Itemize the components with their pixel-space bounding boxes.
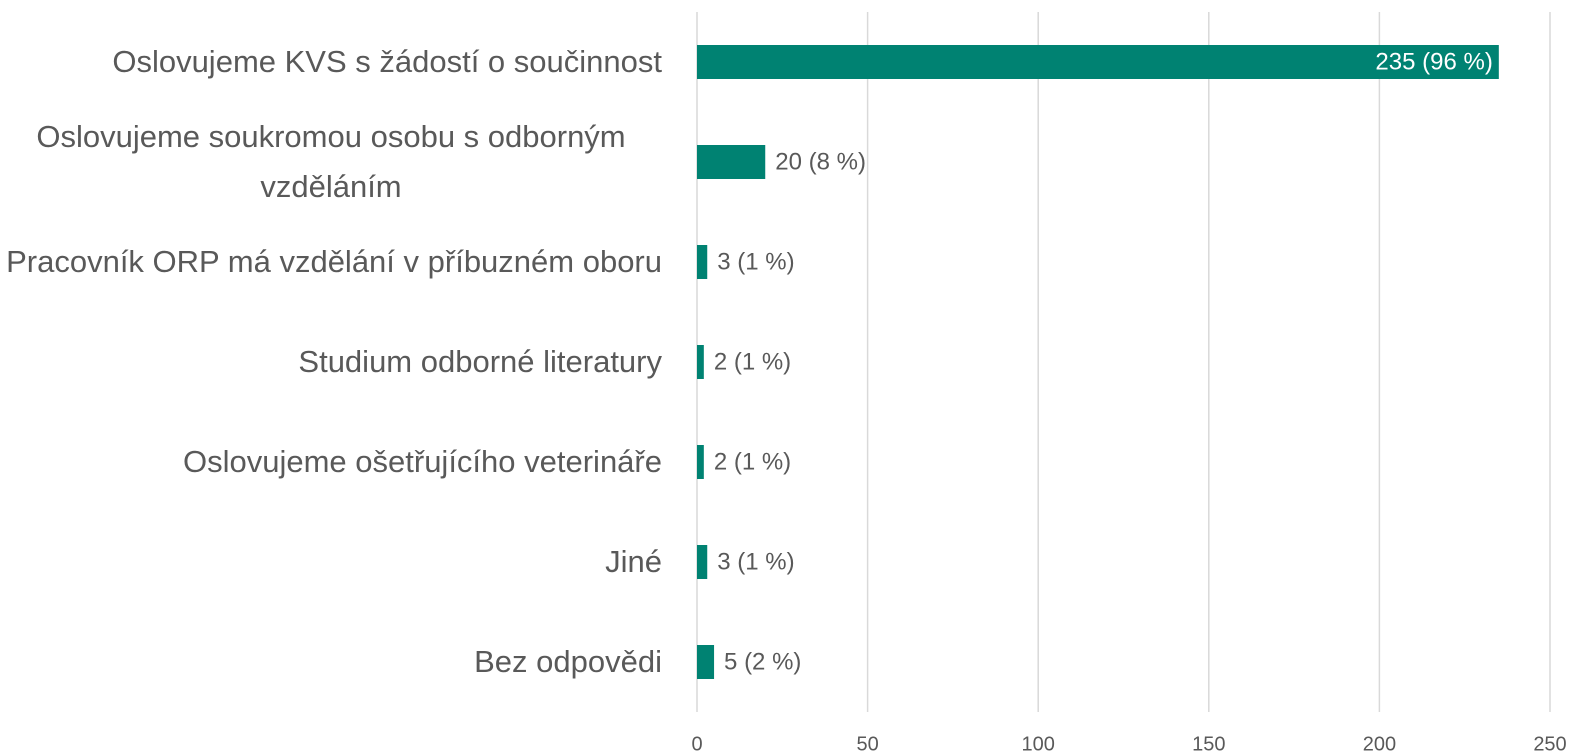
- y-tick-label: Oslovujeme soukromou osobu s odborným vz…: [36, 119, 626, 204]
- data-label: 3 (1 %): [717, 248, 794, 275]
- y-tick-label: Oslovujeme ošetřujícího veterináře: [182, 444, 662, 479]
- y-tick-label: Studium odborné literatury: [298, 344, 662, 379]
- category-label-box: Bez odpovědi: [0, 612, 662, 712]
- bar: [697, 345, 704, 379]
- data-label: 2 (1 %): [714, 448, 791, 475]
- y-tick-label: Bez odpovědi: [474, 644, 662, 679]
- x-tick-label: 0: [691, 733, 702, 755]
- x-tick-label: 100: [1022, 733, 1055, 755]
- category-label-box: Oslovujeme ošetřujícího veterináře: [0, 412, 662, 512]
- x-tick-label: 50: [856, 733, 878, 755]
- data-label: 235 (96 %): [1375, 48, 1492, 75]
- y-tick-label: Pracovník ORP má vzdělání v příbuzném ob…: [6, 244, 662, 279]
- data-label: 5 (2 %): [724, 648, 801, 675]
- y-tick-label: Oslovujeme KVS s žádostí o součinnost: [112, 44, 662, 79]
- data-label: 3 (1 %): [717, 548, 794, 575]
- x-tick-label: 250: [1533, 733, 1566, 755]
- bar: [697, 545, 708, 579]
- x-tick-label: 150: [1192, 733, 1225, 755]
- bar: [697, 445, 704, 479]
- bar: [697, 645, 715, 679]
- bar: [697, 245, 708, 279]
- data-label: 2 (1 %): [714, 348, 791, 375]
- y-tick-label: Jiné: [605, 544, 662, 579]
- category-label-box: Pracovník ORP má vzdělání v příbuzném ob…: [0, 212, 662, 312]
- category-label-box: Oslovujeme soukromou osobu s odborným vz…: [0, 112, 662, 212]
- bar: [697, 145, 766, 179]
- x-tick-label: 200: [1363, 733, 1396, 755]
- data-label: 20 (8 %): [775, 148, 866, 175]
- category-label-box: Studium odborné literatury: [0, 312, 662, 412]
- category-label-box: Jiné: [0, 512, 662, 612]
- bar: [697, 45, 1499, 79]
- category-label-box: Oslovujeme KVS s žádostí o součinnost: [0, 12, 662, 112]
